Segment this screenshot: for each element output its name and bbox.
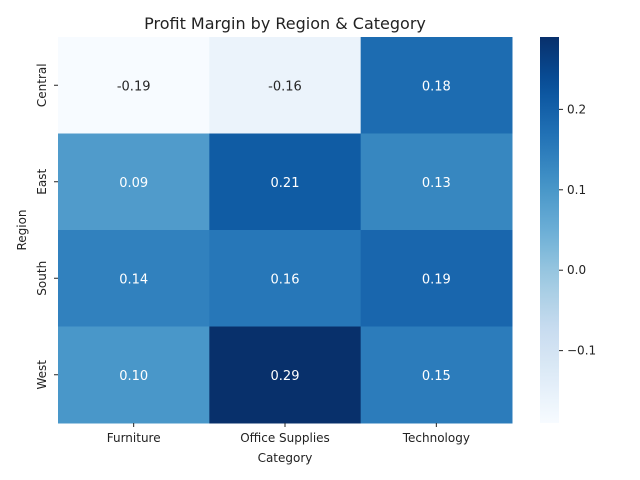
heatmap-cell <box>360 133 513 231</box>
colorbar-gradient <box>540 37 559 423</box>
x-tick-labels: Furniture Office Supplies Technology <box>107 423 470 445</box>
y-tick-label: Central <box>35 63 49 107</box>
cell-value-label: 0.18 <box>422 79 451 94</box>
y-axis-label: Region <box>15 209 29 250</box>
colorbar: 0.2 0.1 0.0 −0.1 <box>540 37 596 423</box>
x-tick-label: Furniture <box>107 431 161 445</box>
chart-title: Profit Margin by Region & Category <box>144 14 426 33</box>
colorbar-tick-label: 0.0 <box>567 263 586 277</box>
y-tick-label: West <box>35 360 49 390</box>
heatmap-cell <box>209 230 362 327</box>
y-tick-labels: Central East South West <box>35 63 58 390</box>
heatmap-cell <box>360 37 513 134</box>
heatmap-cell <box>209 133 362 231</box>
cell-value-label: -0.16 <box>268 79 302 94</box>
y-tick-label: South <box>35 261 49 296</box>
heatmap-cell <box>58 230 210 327</box>
heatmap-cell <box>58 37 210 134</box>
y-tick-label: East <box>35 169 49 195</box>
colorbar-tick-label: 0.1 <box>567 183 586 197</box>
cell-value-label: 0.13 <box>422 176 451 191</box>
cell-value-label: 0.21 <box>271 176 300 191</box>
x-tick-label: Technology <box>402 431 470 445</box>
heatmap-cell <box>58 326 210 424</box>
x-axis-label: Category <box>258 451 313 465</box>
heatmap-cell <box>58 133 210 231</box>
heatmap-cells: -0.19 -0.16 0.18 0.09 0.21 0.13 0.14 0.16 0.19 0.… <box>58 37 513 424</box>
heatmap-cell <box>360 326 513 424</box>
cell-value-label: 0.09 <box>119 176 148 191</box>
cell-value-label: -0.19 <box>117 79 151 94</box>
cell-value-label: 0.14 <box>119 272 148 287</box>
cell-value-label: 0.19 <box>422 272 451 287</box>
cell-value-label: 0.10 <box>119 369 148 384</box>
cell-value-label: 0.29 <box>271 369 300 384</box>
cell-value-label: 0.15 <box>422 369 451 384</box>
cell-value-label: 0.16 <box>271 272 300 287</box>
colorbar-tick-label: −0.1 <box>567 344 596 358</box>
heatmap-cell <box>209 326 362 424</box>
colorbar-tick-label: 0.2 <box>567 102 586 116</box>
heatmap-cell <box>360 230 513 327</box>
heatmap-cell <box>209 37 362 134</box>
x-tick-label: Office Supplies <box>240 431 330 445</box>
